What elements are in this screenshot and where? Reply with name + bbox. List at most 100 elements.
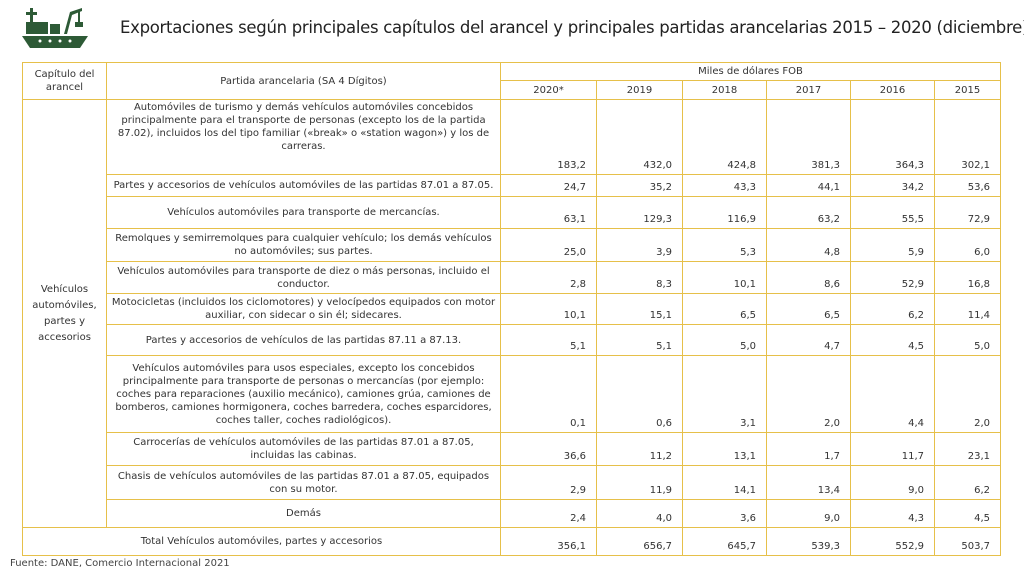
value-cell: 5,9 — [850, 228, 935, 262]
value-cell: 10,1 — [500, 293, 597, 325]
value-cell: 0,1 — [500, 355, 597, 433]
header-row: Capítulo del arancel Partida arancelaria … — [22, 62, 1001, 100]
total-row: Total Vehículos automóviles, partes y ac… — [22, 527, 1001, 556]
partida-cell: Vehículos automóviles para transporte de… — [106, 196, 501, 229]
value-cell: 364,3 — [850, 99, 935, 175]
partida-cell: Vehículos automóviles para transporte de… — [106, 261, 501, 294]
value-cell: 11,7 — [850, 432, 935, 466]
value-cell: 14,1 — [682, 465, 767, 500]
value-cell: 2,9 — [500, 465, 597, 500]
data-row: Vehículos automóviles para transporte de… — [23, 196, 1001, 229]
data-row: Chasis de vehículos automóviles de las p… — [23, 465, 1001, 500]
partida-cell: Vehículos automóviles para usos especial… — [106, 355, 501, 433]
data-row: Vehículos automóviles para usos especial… — [23, 355, 1001, 433]
year-header: 2020* — [500, 80, 597, 100]
value-cell: 4,3 — [850, 499, 935, 528]
value-cell: 52,9 — [850, 261, 935, 294]
value-cell: 2,0 — [766, 355, 851, 433]
value-cell: 25,0 — [500, 228, 597, 262]
total-value: 503,7 — [934, 527, 1001, 556]
value-cell: 6,2 — [934, 465, 1001, 500]
value-cell: 6,2 — [850, 293, 935, 325]
data-row: Motocicletas (incluidos los ciclomotores… — [23, 293, 1001, 325]
data-row: Remolques y semirremolques para cualquie… — [23, 228, 1001, 262]
value-cell: 3,1 — [682, 355, 767, 433]
value-cell: 11,2 — [596, 432, 683, 466]
value-cell: 11,9 — [596, 465, 683, 500]
total-value: 656,7 — [596, 527, 683, 556]
value-cell: 381,3 — [766, 99, 851, 175]
value-cell: 3,9 — [596, 228, 683, 262]
partida-cell: Carrocerías de vehículos automóviles de … — [106, 432, 501, 466]
source: Fuente: DANE, Comercio Internacional 202… — [10, 558, 230, 569]
value-cell: 43,3 — [682, 174, 767, 197]
title: Exportaciones según principales capítulo… — [120, 18, 1024, 37]
value-cell: 302,1 — [934, 99, 1001, 175]
exports-table: Capítulo del arancel Partida arancelaria … — [22, 62, 1001, 556]
value-cell: 9,0 — [850, 465, 935, 500]
value-cell: 8,6 — [766, 261, 851, 294]
value-cell: 63,2 — [766, 196, 851, 229]
value-cell: 4,5 — [934, 499, 1001, 528]
value-cell: 53,6 — [934, 174, 1001, 197]
value-cell: 3,6 — [682, 499, 767, 528]
value-cell: 15,1 — [596, 293, 683, 325]
year-header: 2019 — [596, 80, 683, 100]
ship-icon — [22, 8, 88, 48]
total-value: 539,3 — [766, 527, 851, 556]
value-cell: 72,9 — [934, 196, 1001, 229]
partida-cell: Chasis de vehículos automóviles de las p… — [106, 465, 501, 500]
value-cell: 23,1 — [934, 432, 1001, 466]
data-row: Vehículos automóviles para transporte de… — [23, 261, 1001, 294]
data-row: Partes y accesorios de vehículos de las … — [23, 324, 1001, 356]
total-value: 552,9 — [850, 527, 935, 556]
value-cell: 10,1 — [682, 261, 767, 294]
value-cell: 4,8 — [766, 228, 851, 262]
year-header: 2015 — [934, 80, 1001, 100]
value-cell: 4,7 — [766, 324, 851, 356]
value-cell: 2,4 — [500, 499, 597, 528]
value-cell: 5,3 — [682, 228, 767, 262]
value-cell: 424,8 — [682, 99, 767, 175]
value-cell: 6,5 — [682, 293, 767, 325]
data-row: Partes y accesorios de vehículos automóv… — [23, 174, 1001, 197]
total-value: 356,1 — [500, 527, 597, 556]
value-cell: 116,9 — [682, 196, 767, 229]
value-cell: 4,4 — [850, 355, 935, 433]
value-cell: 16,8 — [934, 261, 1001, 294]
value-cell: 24,7 — [500, 174, 597, 197]
value-cell: 8,3 — [596, 261, 683, 294]
value-cell: 6,0 — [934, 228, 1001, 262]
value-cell: 1,7 — [766, 432, 851, 466]
value-cell: 44,1 — [766, 174, 851, 197]
value-cell: 5,1 — [500, 324, 597, 356]
partida-cell: Partes y accesorios de vehículos automóv… — [106, 174, 501, 197]
partida-cell: Partes y accesorios de vehículos de las … — [106, 324, 501, 356]
value-cell: 6,5 — [766, 293, 851, 325]
value-cell: 2,8 — [500, 261, 597, 294]
partida-cell: Automóviles de turismo y demás vehículos… — [106, 99, 501, 175]
value-cell: 183,2 — [500, 99, 597, 175]
data-row: Carrocerías de vehículos automóviles de … — [23, 432, 1001, 466]
value-cell: 55,5 — [850, 196, 935, 229]
data-row: Demás 2,4 4,0 3,6 9,0 4,3 4,5 — [23, 499, 1001, 528]
value-cell: 5,1 — [596, 324, 683, 356]
value-cell: 9,0 — [766, 499, 851, 528]
total-label: Total Vehículos automóviles, partes y ac… — [22, 527, 501, 556]
value-cell: 36,6 — [500, 432, 597, 466]
year-header: 2018 — [682, 80, 767, 100]
value-cell: 13,1 — [682, 432, 767, 466]
value-cell: 35,2 — [596, 174, 683, 197]
value-cell: 2,0 — [934, 355, 1001, 433]
value-cell: 129,3 — [596, 196, 683, 229]
value-cell: 0,6 — [596, 355, 683, 433]
total-value: 645,7 — [682, 527, 767, 556]
partida-header: Partida arancelaria (SA 4 Dígitos) — [106, 62, 501, 100]
value-cell: 5,0 — [934, 324, 1001, 356]
year-header: 2016 — [850, 80, 935, 100]
value-cell: 11,4 — [934, 293, 1001, 325]
value-cell: 5,0 — [682, 324, 767, 356]
value-cell: 13,4 — [766, 465, 851, 500]
partida-cell: Demás — [106, 499, 501, 528]
